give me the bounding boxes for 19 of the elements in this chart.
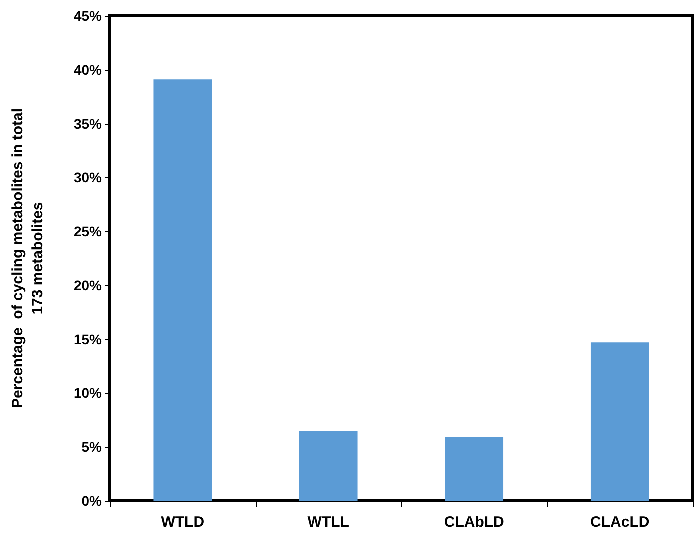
bar bbox=[590, 342, 650, 501]
y-tick-label: 35% bbox=[74, 116, 103, 132]
x-tick-label: CLAcLD bbox=[590, 514, 650, 531]
x-tick-label: WTLL bbox=[308, 514, 350, 531]
y-tick-label: 25% bbox=[74, 224, 103, 240]
y-tick-label: 10% bbox=[74, 385, 103, 402]
x-tick-label: WTLD bbox=[161, 514, 205, 531]
y-axis-title: Percentage of cycling metabolites in total 173 metabolites bbox=[10, 108, 46, 409]
y-tick-label: 0% bbox=[82, 493, 103, 509]
y-tick-label: 40% bbox=[74, 62, 103, 78]
y-tick-label: 20% bbox=[74, 277, 103, 294]
y-tick-label: 15% bbox=[74, 331, 103, 348]
bar bbox=[154, 80, 212, 501]
x-tick-label: CLAbLD bbox=[444, 514, 505, 531]
bar bbox=[299, 430, 358, 501]
y-tick-label: 45% bbox=[74, 8, 103, 24]
bar bbox=[445, 437, 504, 501]
y-tick-label: 30% bbox=[74, 170, 103, 186]
y-tick-label: 5% bbox=[82, 439, 103, 456]
